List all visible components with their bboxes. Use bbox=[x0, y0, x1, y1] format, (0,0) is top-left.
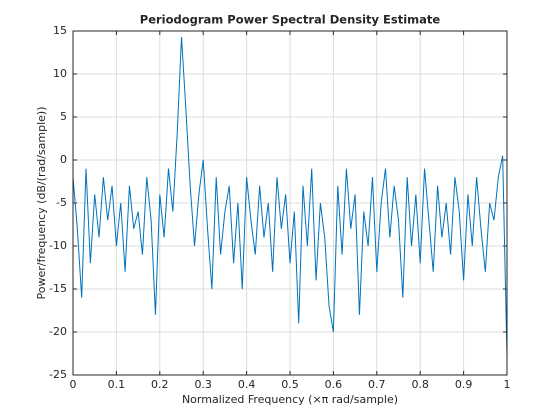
x-tick-label: 0.9 bbox=[455, 378, 473, 391]
y-tick-label: 0 bbox=[60, 153, 67, 166]
x-tick-label: 0.2 bbox=[151, 378, 169, 391]
x-tick-label: 0.7 bbox=[368, 378, 386, 391]
y-tick-label: -15 bbox=[49, 282, 67, 295]
x-axis-label: Normalized Frequency (×π rad/sample) bbox=[182, 393, 398, 406]
x-tick-label: 0.6 bbox=[325, 378, 343, 391]
y-tick-label: 5 bbox=[60, 110, 67, 123]
x-tick-label: 0 bbox=[70, 378, 77, 391]
x-tick-label: 0.8 bbox=[411, 378, 429, 391]
x-tick-label: 1 bbox=[504, 378, 511, 391]
x-tick-label: 0.4 bbox=[238, 378, 256, 391]
x-tick-label: 0.3 bbox=[194, 378, 212, 391]
x-tick-label: 0.5 bbox=[281, 378, 299, 391]
x-tick-label: 0.1 bbox=[108, 378, 126, 391]
y-tick-label: -10 bbox=[49, 239, 67, 252]
axes-box bbox=[72, 30, 508, 376]
chart-title: Periodogram Power Spectral Density Estim… bbox=[140, 13, 441, 27]
y-tick-label: -25 bbox=[49, 368, 67, 381]
y-axis-label: Power/frequency (dB/(rad/sample)) bbox=[35, 107, 48, 300]
data-line bbox=[72, 36, 508, 358]
y-tick-label: 10 bbox=[53, 67, 67, 80]
y-tick-label: 15 bbox=[53, 24, 67, 37]
y-tick-label: -20 bbox=[49, 325, 67, 338]
y-tick-label: -5 bbox=[56, 196, 67, 209]
